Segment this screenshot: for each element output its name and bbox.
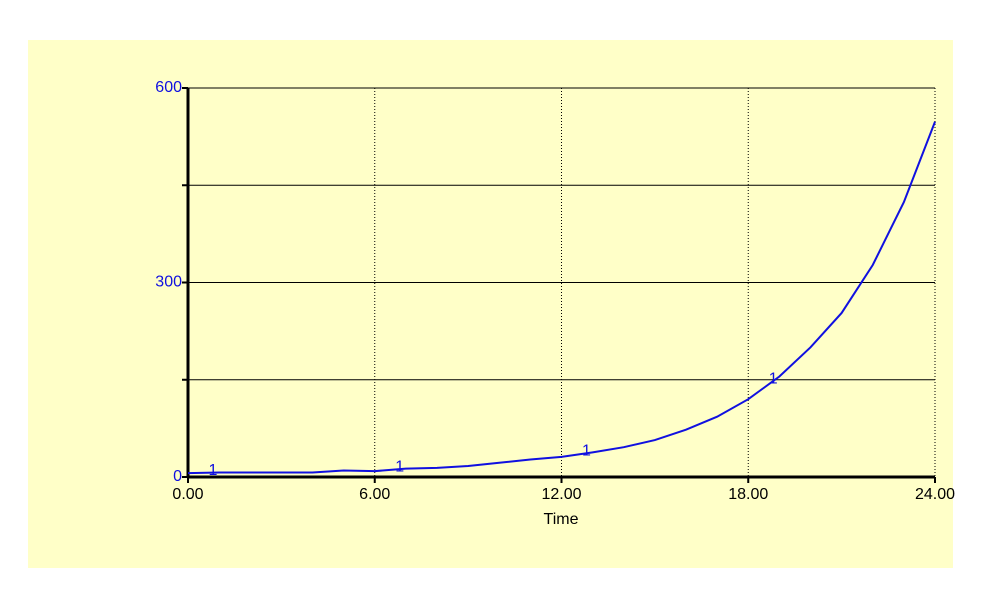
- y-tick-label: 600: [155, 79, 182, 96]
- series-label: 1: [395, 458, 404, 475]
- x-tick-label: 18.00: [728, 486, 768, 503]
- y-tick-label: 300: [155, 274, 182, 291]
- series-label: 1: [582, 442, 591, 459]
- series-label: 1: [769, 370, 778, 387]
- x-tick-label: 6.00: [359, 486, 390, 503]
- panel: [28, 40, 953, 568]
- x-tick-label: 0.00: [172, 486, 203, 503]
- x-axis-label: Time: [544, 511, 579, 528]
- series-label: 1: [208, 462, 217, 479]
- x-tick-label: 12.00: [541, 486, 581, 503]
- y-tick-label: 0: [173, 468, 182, 485]
- series-line: [187, 121, 936, 475]
- x-tick-label: 24.00: [915, 486, 955, 503]
